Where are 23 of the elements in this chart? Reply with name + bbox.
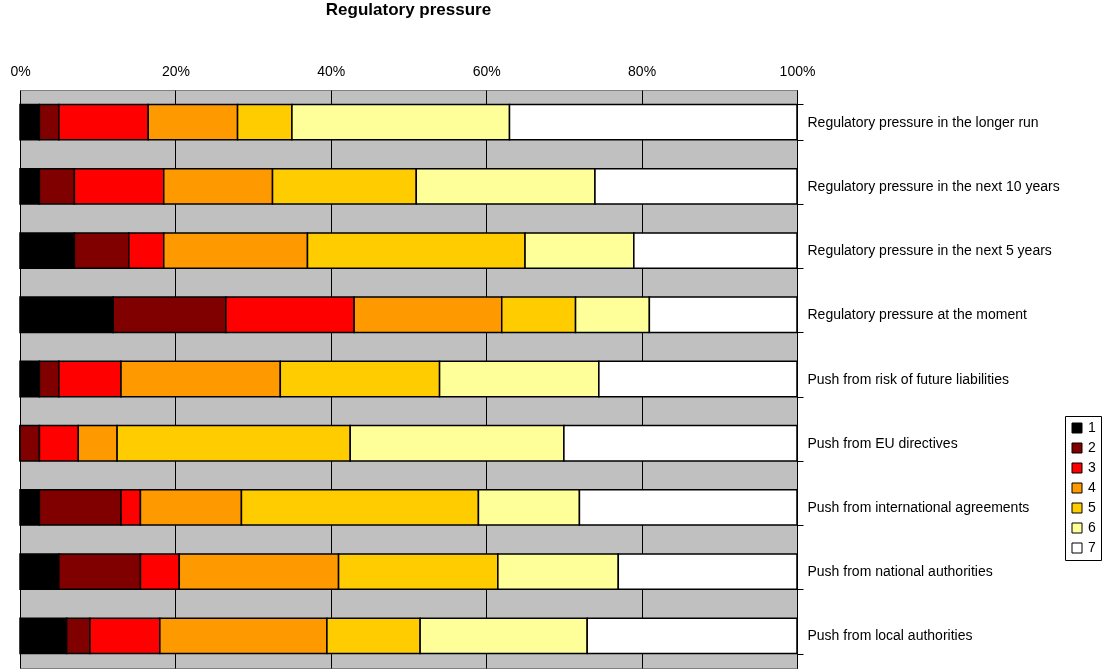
- legend-label: 2: [1088, 439, 1096, 455]
- y-tick-label: Push from risk of future liabilities: [807, 370, 1010, 387]
- y-tick-label: Regulatory pressure in the next 10 years: [807, 177, 1060, 194]
- x-tick-label: 40%: [317, 62, 346, 79]
- y-tick-label: Push from local authorities: [807, 627, 973, 644]
- legend-label: 1: [1088, 419, 1096, 435]
- legend-label: 5: [1088, 499, 1096, 515]
- legend-label: 4: [1088, 479, 1096, 495]
- legend-label: 6: [1088, 519, 1096, 535]
- y-tick-label: Push from EU directives: [807, 434, 958, 451]
- x-tick-label: 0%: [10, 62, 31, 79]
- y-tick-label: Regulatory pressure in the next 5 years: [807, 242, 1052, 259]
- x-tick-label: 20%: [161, 62, 190, 79]
- legend-label: 3: [1088, 459, 1096, 475]
- legend-label: 7: [1088, 539, 1096, 555]
- y-tick-label: Regulatory pressure in the longer run: [807, 113, 1039, 130]
- y-tick-label: Push from international agreements: [807, 498, 1030, 515]
- x-tick-label: 80%: [628, 62, 657, 79]
- x-tick-label: 100%: [779, 62, 816, 79]
- y-tick-label: Push from national authorities: [807, 563, 993, 580]
- x-tick-label: 60%: [472, 62, 501, 79]
- chart-title: Regulatory pressure: [325, 0, 492, 19]
- y-tick-label: Regulatory pressure at the moment: [807, 306, 1028, 323]
